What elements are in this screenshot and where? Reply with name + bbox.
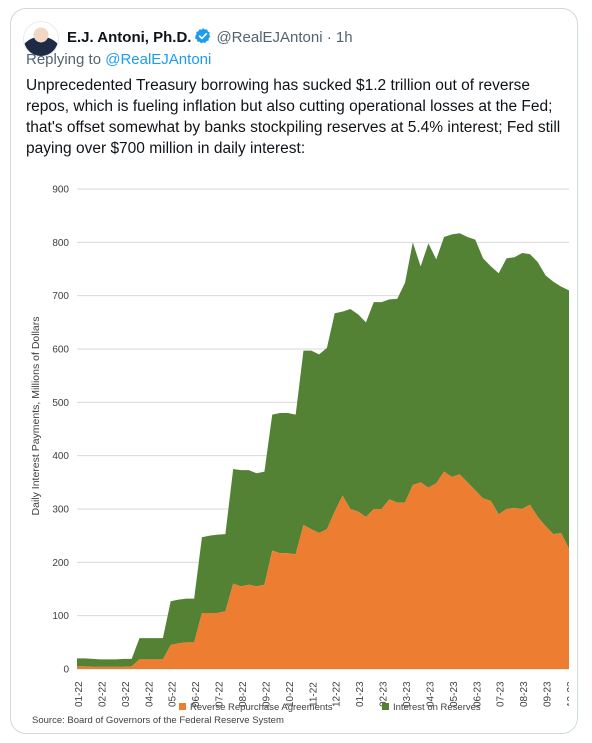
legend-swatch-interest-reserves <box>382 703 389 710</box>
x-tick-label: 07-23 <box>496 681 507 707</box>
x-tick-label: 06-22 <box>191 681 202 707</box>
x-tick-label: 10-23 <box>566 681 569 707</box>
x-tick-label: 09-23 <box>543 681 554 707</box>
chart-source-note: Source: Board of Governors of the Federa… <box>32 715 284 726</box>
reply-prefix: Replying to <box>26 51 102 68</box>
x-tick-label: 07-22 <box>215 681 226 707</box>
timestamp[interactable]: 1h <box>335 29 353 46</box>
y-tick-label: 700 <box>52 291 69 302</box>
author-handle[interactable]: @RealEJAntoni <box>216 29 323 46</box>
y-tick-label: 900 <box>52 185 69 196</box>
x-tick-label: 01-23 <box>355 681 366 707</box>
legend-label-interest-reserves: Interest on Reserves <box>393 702 481 713</box>
y-tick-label: 300 <box>52 505 69 516</box>
y-tick-label: 600 <box>52 345 69 356</box>
verified-badge-icon <box>195 28 211 44</box>
reply-context: Replying to @RealEJAntoni <box>26 51 211 68</box>
tweet-header: E.J. Antoni, Ph.D. @RealEJAntoni · 1h <box>67 27 353 47</box>
y-axis-ticks: 0 100 200 300 400 500 600 700 800 900 <box>52 185 69 676</box>
x-tick-label: 04-22 <box>144 681 155 707</box>
x-tick-label: 03-22 <box>121 681 132 707</box>
x-tick-label: 03-23 <box>402 681 413 707</box>
x-tick-label: 02-23 <box>379 681 390 707</box>
x-tick-label: 10-22 <box>285 681 296 707</box>
legend: Reverse Repurchase Agreements Interest o… <box>179 702 481 713</box>
chart-image[interactable]: 0 100 200 300 400 500 600 700 800 900 01-22 02-22 0… <box>21 179 577 727</box>
x-tick-label: 08-22 <box>238 681 249 707</box>
separator-dot: · <box>326 29 332 46</box>
x-tick-label: 05-22 <box>168 681 179 707</box>
x-tick-label: 02-22 <box>97 681 108 707</box>
reply-mention-link[interactable]: @RealEJAntoni <box>105 51 212 68</box>
chart-areas <box>77 233 569 669</box>
y-tick-label: 800 <box>52 238 69 249</box>
legend-swatch-reverse-repo <box>179 703 186 710</box>
y-tick-label: 0 <box>63 665 69 676</box>
y-tick-label: 400 <box>52 451 69 462</box>
author-avatar[interactable] <box>23 21 59 57</box>
x-tick-label: 09-22 <box>261 681 272 707</box>
x-tick-label: 06-23 <box>472 681 483 707</box>
legend-label-reverse-repo: Reverse Repurchase Agreements <box>190 702 333 713</box>
tweet-text: Unprecedented Treasury borrowing has suc… <box>26 77 561 157</box>
author-name[interactable]: E.J. Antoni, Ph.D. <box>67 29 192 46</box>
stacked-area-chart: 0 100 200 300 400 500 600 700 800 900 01-22 02-22 0… <box>30 185 577 727</box>
area-reverse-repurchase-agreements <box>77 471 569 669</box>
y-tick-label: 100 <box>52 611 69 622</box>
tweet-card[interactable]: E.J. Antoni, Ph.D. @RealEJAntoni · 1h Re… <box>10 8 578 734</box>
y-tick-label: 200 <box>52 558 69 569</box>
y-axis-label: Daily Interest Payments, Millions of Dol… <box>30 317 42 516</box>
y-tick-label: 500 <box>52 398 69 409</box>
x-tick-label: 12-22 <box>332 681 343 707</box>
x-tick-label: 08-23 <box>519 681 530 707</box>
x-tick-label: 04-23 <box>425 681 436 707</box>
x-tick-label: 05-23 <box>449 681 460 707</box>
x-tick-label: 01-22 <box>74 681 85 707</box>
area-interest-on-reserves <box>77 233 569 667</box>
x-tick-label: 11-22 <box>308 682 319 707</box>
